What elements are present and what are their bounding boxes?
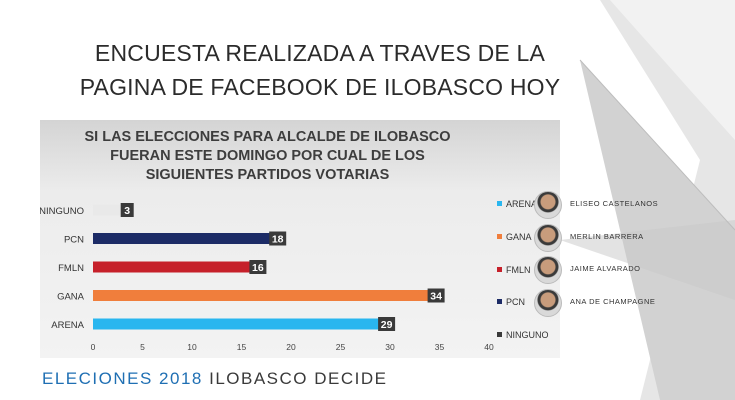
- x-tick-label: 25: [336, 342, 346, 352]
- legend-swatch-pcn: [497, 299, 502, 304]
- bar-chart: NINGUNO 3 PCN 18 FMLN 16 GANA 34 ARENA 29 0 5 10 15 20…: [40, 203, 494, 352]
- data-label-arena: 29: [381, 319, 393, 331]
- data-label-box-gana: [427, 288, 445, 303]
- footer-election-year: ELECIONES 2018: [42, 369, 203, 388]
- slide-title-line2: PAGINA DE FACEBOOK DE ILOBASCO HOY: [79, 74, 561, 100]
- legend-swatch-fmln: [497, 267, 502, 272]
- legend-label-ninguno: NINGUNO: [506, 330, 549, 340]
- data-label-gana: 34: [430, 291, 442, 303]
- legend-item-ninguno: NINGUNO: [497, 328, 549, 342]
- footer-slogan: ILOBASCO DECIDE: [209, 369, 388, 388]
- category-label-pcn: PCN: [64, 235, 84, 246]
- data-label-box-pcn: [269, 231, 287, 246]
- candidate-photo-icon: [534, 224, 562, 252]
- category-label-ninguno: NINGUNO: [40, 206, 84, 217]
- bar-pcn: [93, 233, 272, 244]
- legend-label-gana: GANA: [506, 232, 532, 242]
- bar-gana: [93, 290, 430, 301]
- candidate-name-pcn: ANA DE CHAMPAGNE: [570, 297, 656, 306]
- slide-title: ENCUESTA REALIZADA A TRAVES DE LA PAGINA…: [40, 36, 600, 104]
- candidate-photo-icon: [534, 289, 562, 317]
- bar-fmln: [93, 261, 252, 273]
- category-label-fmln: FMLN: [58, 263, 84, 274]
- chart-title: SI LAS ELECCIONES PARA ALCALDE DE ILOBAS…: [80, 128, 455, 185]
- bar-ninguno: [93, 204, 123, 216]
- x-tick-label: 35: [435, 342, 445, 352]
- x-tick-label: 10: [187, 342, 197, 352]
- category-label-arena: ARENA: [51, 320, 84, 331]
- data-label-box-arena: [378, 317, 396, 331]
- x-tick-label: 30: [385, 342, 395, 352]
- candidate-gana: MERLIN BARRERA: [534, 224, 684, 254]
- legend-swatch-arena: [497, 201, 502, 206]
- legend-swatch-gana: [497, 234, 502, 239]
- bar-arena: [93, 318, 381, 330]
- legend-item-pcn: PCN: [497, 295, 525, 309]
- candidate-name-arena: ELISEO CASTELANOS: [570, 199, 659, 208]
- data-label-pcn: 18: [272, 234, 284, 246]
- candidate-photo-icon: [534, 256, 562, 284]
- data-label-ninguno: 3: [124, 205, 130, 217]
- data-label-fmln: 16: [252, 262, 264, 274]
- data-label-box-fmln: [249, 260, 267, 274]
- legend-item-fmln: FMLN: [497, 263, 531, 277]
- candidate-arena: ELISEO CASTELANOS: [534, 191, 684, 221]
- chart-title-line2: FUERAN ESTE DOMINGO POR CUAL DE LOS: [110, 148, 425, 164]
- legend-item-arena: ARENA: [497, 197, 537, 211]
- legend-item-gana: GANA: [497, 230, 532, 244]
- chart-title-line1: SI LAS ELECCIONES PARA ALCALDE DE ILOBAS…: [84, 129, 451, 145]
- legend-swatch-ninguno: [497, 332, 502, 337]
- data-label-box-ninguno: [120, 203, 134, 217]
- candidate-fmln: JAIME ALVARADO: [534, 256, 684, 286]
- x-tick-label: 40: [484, 342, 494, 352]
- x-tick-label: 0: [91, 342, 96, 352]
- candidate-name-gana: MERLIN BARRERA: [570, 232, 644, 241]
- legend-label-arena: ARENA: [506, 199, 538, 209]
- candidates: ELISEO CASTELANOS MERLIN BARRERA JAIME A…: [534, 188, 684, 328]
- category-label-gana: GANA: [57, 292, 85, 303]
- slide-title-line1: ENCUESTA REALIZADA A TRAVES DE LA: [94, 40, 546, 66]
- legend-label-fmln: FMLN: [506, 265, 531, 275]
- candidate-name-fmln: JAIME ALVARADO: [570, 264, 641, 273]
- candidate-pcn: ANA DE CHAMPAGNE: [534, 289, 684, 319]
- footer: ELECIONES 2018 ILOBASCO DECIDE: [42, 369, 387, 389]
- candidate-photo-icon: [534, 191, 562, 219]
- legend: ARENA GANA FMLN PCN NINGUNO: [497, 188, 557, 348]
- legend-label-pcn: PCN: [506, 297, 526, 307]
- x-tick-label: 20: [286, 342, 296, 352]
- chart-title-line3: SIGUIENTES PARTIDOS VOTARIAS: [145, 167, 390, 183]
- x-tick-label: 15: [237, 342, 247, 352]
- x-tick-label: 5: [140, 342, 145, 352]
